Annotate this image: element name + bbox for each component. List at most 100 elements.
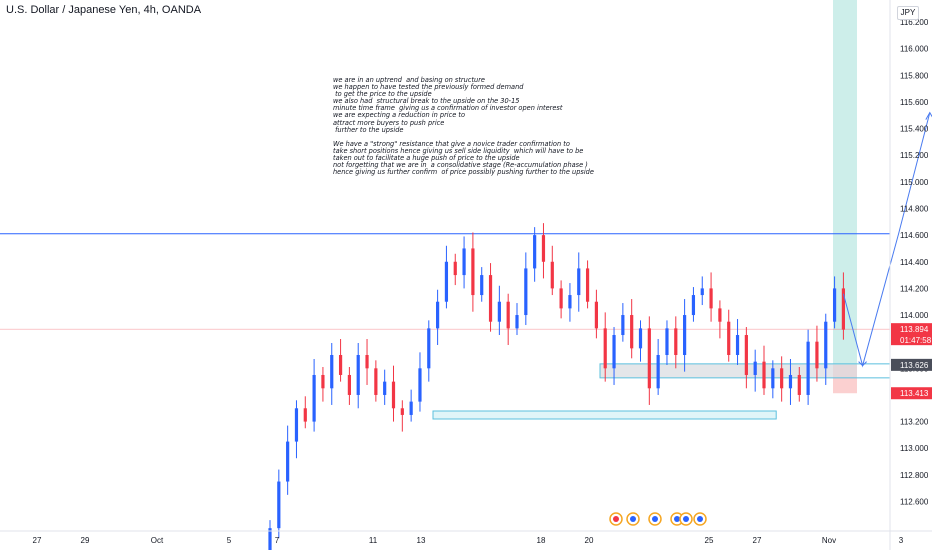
candle-body xyxy=(612,335,616,369)
event-flag-icon[interactable] xyxy=(679,512,693,526)
candle-body xyxy=(550,261,554,289)
candle-body xyxy=(577,268,581,296)
zones-layer xyxy=(432,0,891,420)
candle-body xyxy=(656,355,660,389)
chart-title: U.S. Dollar / Japanese Yen, 4h, OANDA xyxy=(6,4,202,16)
candle-body xyxy=(638,328,643,349)
entry-band xyxy=(600,363,857,378)
candle-body xyxy=(533,235,537,269)
candle-body xyxy=(815,341,819,369)
time-tick-label: 20 xyxy=(585,536,594,545)
price-tick-label: 115.200 xyxy=(900,151,929,160)
event-markers[interactable] xyxy=(609,512,707,526)
price-tick-label: 112.800 xyxy=(900,471,929,480)
candle-body xyxy=(683,315,687,355)
candle-body xyxy=(709,288,713,309)
trade-annotation-text: we are in an uptrend and basing on struc… xyxy=(333,76,594,177)
event-dot xyxy=(652,516,658,522)
time-tick-label: 29 xyxy=(81,536,90,545)
candle-body xyxy=(444,261,449,302)
candle-body xyxy=(832,288,837,322)
candle-body xyxy=(462,248,466,276)
event-flag-icon[interactable] xyxy=(693,512,707,526)
stop-price-label-bg xyxy=(891,387,932,400)
candle-body xyxy=(418,368,422,402)
event-flag-icon[interactable] xyxy=(626,512,640,526)
price-axis[interactable]: 116.200 116.000 115.800 115.600 115.400 115.2… xyxy=(900,18,929,507)
current-price-label-bg xyxy=(891,323,932,346)
price-tick-label: 115.600 xyxy=(900,98,929,107)
candle-body xyxy=(541,235,546,262)
time-tick-label: 3 xyxy=(899,536,904,545)
price-tick-label: 114.600 xyxy=(900,231,929,240)
time-tick-label: 27 xyxy=(753,536,762,545)
time-tick-label: Nov xyxy=(822,536,836,545)
candle-body xyxy=(356,355,360,395)
event-flag-icon[interactable] xyxy=(609,512,623,526)
candle-body xyxy=(338,355,343,375)
candle-body xyxy=(524,268,528,316)
price-tick-label: 115.800 xyxy=(900,71,929,80)
candle-body xyxy=(303,408,307,422)
candle-body xyxy=(391,381,396,409)
event-flag-icon[interactable] xyxy=(648,512,662,526)
currency-badge[interactable]: JPY xyxy=(897,6,919,20)
candle-body xyxy=(744,335,748,375)
candle-body xyxy=(788,374,793,389)
price-tick-label: 115.400 xyxy=(900,125,929,134)
candle-body xyxy=(568,295,572,309)
candle-body xyxy=(691,295,696,316)
candle-body xyxy=(780,368,784,389)
event-dot xyxy=(683,516,689,522)
price-tick-label: 114.000 xyxy=(900,311,929,320)
candle-body xyxy=(806,341,810,395)
candle-body xyxy=(771,368,775,389)
time-axis[interactable]: 2729Oct57111318202527Nov381015 xyxy=(33,536,932,545)
candle-body xyxy=(321,374,325,389)
horizontal-lines xyxy=(0,233,890,330)
candle-body xyxy=(506,301,510,329)
candle-body xyxy=(277,481,281,529)
current-price-label-countdown: 01:47:58 xyxy=(900,336,932,345)
time-tick-label: Oct xyxy=(151,536,164,545)
current-price-label: 113.894 xyxy=(900,325,929,334)
candle-body xyxy=(427,328,431,369)
demand-zone xyxy=(432,410,777,420)
price-tick-label: 115.000 xyxy=(900,178,929,187)
price-labels: 113.894 01:47:58 113.626 113.413 xyxy=(891,323,932,400)
candle-body xyxy=(515,315,519,329)
event-dot xyxy=(697,516,703,522)
candle-body xyxy=(488,275,493,322)
projection-layer xyxy=(842,111,932,368)
time-tick-label: 18 xyxy=(537,536,546,545)
time-tick-label: 25 xyxy=(705,536,714,545)
candle-body xyxy=(665,328,669,355)
candle-body xyxy=(621,315,625,336)
time-tick-label: 11 xyxy=(369,536,378,545)
candle-body xyxy=(383,381,387,395)
price-tick-label: 116.200 xyxy=(900,18,929,27)
stop-price-label: 113.413 xyxy=(900,389,929,398)
time-tick-label: 7 xyxy=(275,536,280,545)
price-tick-label: 112.600 xyxy=(900,498,929,507)
candles-layer xyxy=(268,223,845,550)
candle-body xyxy=(753,361,757,375)
price-tick-label: 114.800 xyxy=(900,204,929,213)
event-dot xyxy=(613,516,619,522)
candle-body xyxy=(559,288,563,309)
candle-body xyxy=(647,328,651,389)
price-tick-label: 116.000 xyxy=(900,45,929,54)
time-tick-label: 5 xyxy=(227,536,232,545)
projection-arrowhead xyxy=(925,111,932,120)
time-tick-label: 13 xyxy=(417,536,426,545)
candle-body xyxy=(630,315,634,349)
candle-body xyxy=(480,275,484,296)
candle-body xyxy=(471,248,475,296)
candle-body xyxy=(312,374,316,422)
candle-body xyxy=(365,355,369,369)
candle-body xyxy=(824,321,828,369)
event-dot xyxy=(630,516,636,522)
price-tick-label: 113.000 xyxy=(900,444,929,453)
candle-body xyxy=(286,441,290,482)
